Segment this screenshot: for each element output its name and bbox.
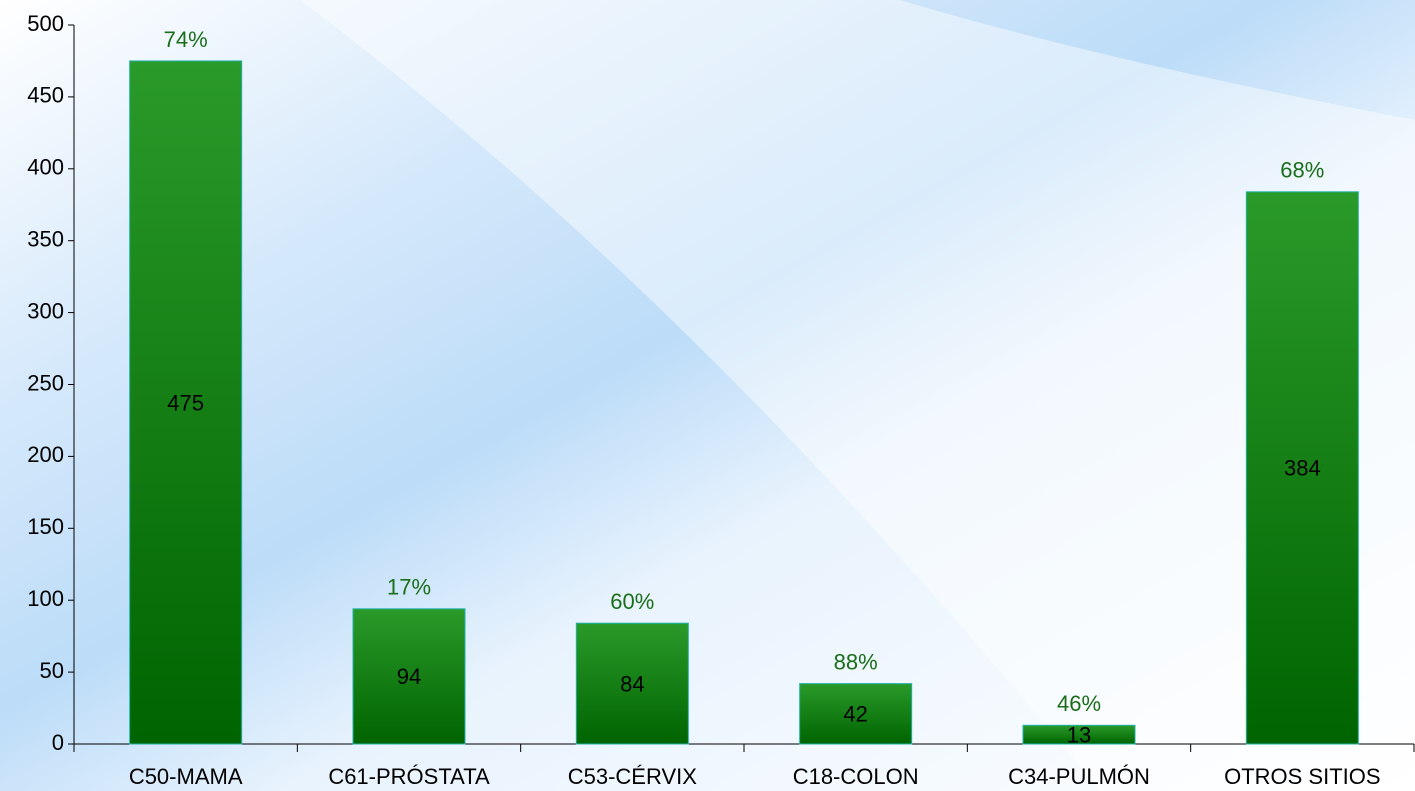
value-label: 42: [843, 702, 867, 727]
bar: [799, 683, 913, 745]
percent-label: 60%: [610, 589, 654, 614]
percent-label: 46%: [1057, 691, 1101, 716]
x-tick-label: C61-PRÓSTATA: [328, 764, 490, 789]
percent-label: 68%: [1280, 158, 1324, 183]
bar: [1245, 191, 1359, 745]
y-tick-label: 150: [27, 514, 64, 539]
value-label: 84: [620, 671, 644, 696]
y-tick-label: 300: [27, 298, 64, 323]
y-tick-label: 450: [27, 83, 64, 108]
value-label: 384: [1284, 456, 1321, 481]
y-tick-label: 400: [27, 155, 64, 180]
bar: [1022, 724, 1136, 745]
value-label: 94: [397, 664, 421, 689]
bar: [575, 622, 689, 745]
background-swirl: [300, 0, 1415, 791]
x-tick-label: OTROS SITIOS: [1224, 764, 1380, 789]
y-tick-label: 350: [27, 227, 64, 252]
value-label: 13: [1067, 722, 1091, 747]
x-tick-label: C53-CÉRVIX: [568, 764, 698, 789]
percent-label: 88%: [834, 649, 878, 674]
y-tick-label: 500: [27, 11, 64, 36]
value-label: 475: [167, 390, 204, 415]
y-tick-label: 100: [27, 586, 64, 611]
y-tick-label: 200: [27, 442, 64, 467]
bar: [352, 608, 466, 745]
percent-label: 74%: [164, 27, 208, 52]
x-tick-label: C18-COLON: [793, 764, 919, 789]
x-tick-label: C34-PULMÓN: [1008, 764, 1150, 789]
bar: [129, 60, 243, 745]
percent-label: 17%: [387, 575, 431, 600]
y-tick-label: 250: [27, 370, 64, 395]
y-tick-label: 50: [40, 658, 64, 683]
x-tick-label: C50-MAMA: [129, 764, 243, 789]
y-tick-label: 0: [52, 730, 64, 755]
